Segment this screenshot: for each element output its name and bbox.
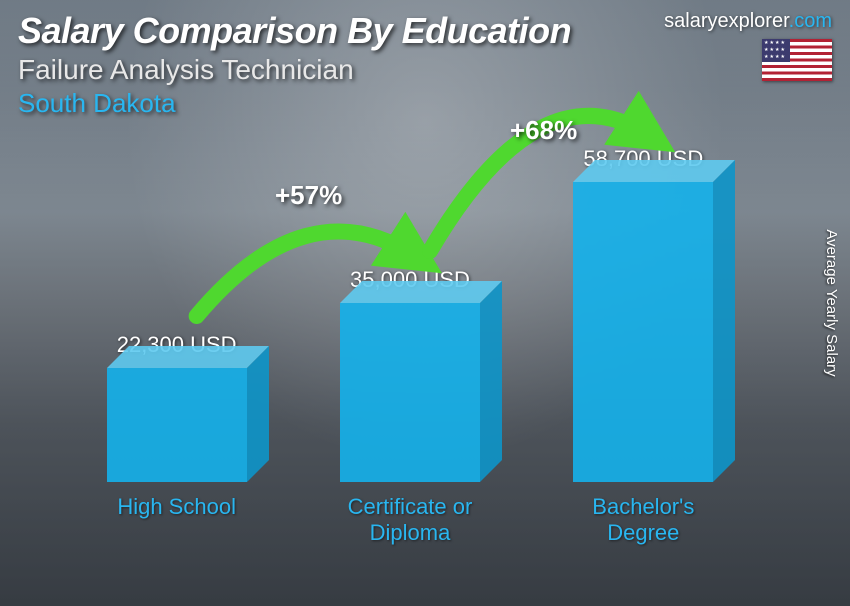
y-axis-label: Average Yearly Salary xyxy=(823,229,840,376)
bar-3d xyxy=(107,368,247,482)
bar-label: Certificate orDiploma xyxy=(348,494,473,546)
arc-label: +68% xyxy=(510,115,577,146)
header: Salary Comparison By Education Failure A… xyxy=(18,10,832,119)
bar-group: 22,300 USDHigh School xyxy=(61,332,292,546)
brand-prefix: salaryexplorer xyxy=(664,10,789,32)
bar-label: Bachelor'sDegree xyxy=(592,494,694,546)
bar-3d xyxy=(573,182,713,482)
bar-chart: 22,300 USDHigh School35,000 USDCertifica… xyxy=(60,150,760,546)
main-title: Salary Comparison By Education xyxy=(18,10,571,52)
bar-3d xyxy=(340,303,480,482)
bar-group: 35,000 USDCertificate orDiploma xyxy=(294,267,525,546)
brand-text: salaryexplorer.com xyxy=(664,10,832,33)
location: South Dakota xyxy=(18,88,571,119)
brand-suffix: .com xyxy=(789,10,832,32)
arc-label: +57% xyxy=(275,180,342,211)
us-flag-icon xyxy=(762,39,832,81)
bar-label: High School xyxy=(117,494,236,546)
title-block: Salary Comparison By Education Failure A… xyxy=(18,10,571,119)
subtitle: Failure Analysis Technician xyxy=(18,54,571,86)
bar-group: 58,700 USDBachelor'sDegree xyxy=(528,146,759,546)
brand-block: salaryexplorer.com xyxy=(664,10,832,81)
bars-container: 22,300 USDHigh School35,000 USDCertifica… xyxy=(60,150,760,546)
